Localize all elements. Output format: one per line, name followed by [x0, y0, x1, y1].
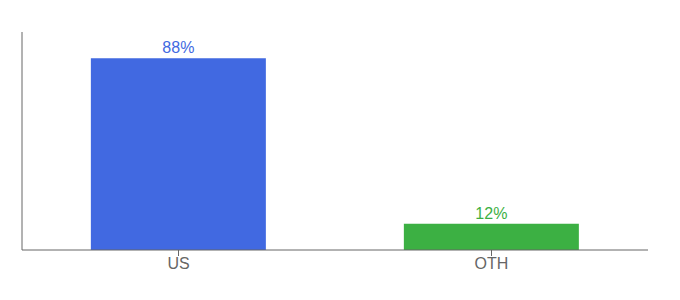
svg-text:12%: 12% — [475, 205, 507, 222]
svg-text:US: US — [167, 255, 189, 272]
svg-text:OTH: OTH — [475, 255, 509, 272]
svg-text:88%: 88% — [162, 39, 194, 56]
